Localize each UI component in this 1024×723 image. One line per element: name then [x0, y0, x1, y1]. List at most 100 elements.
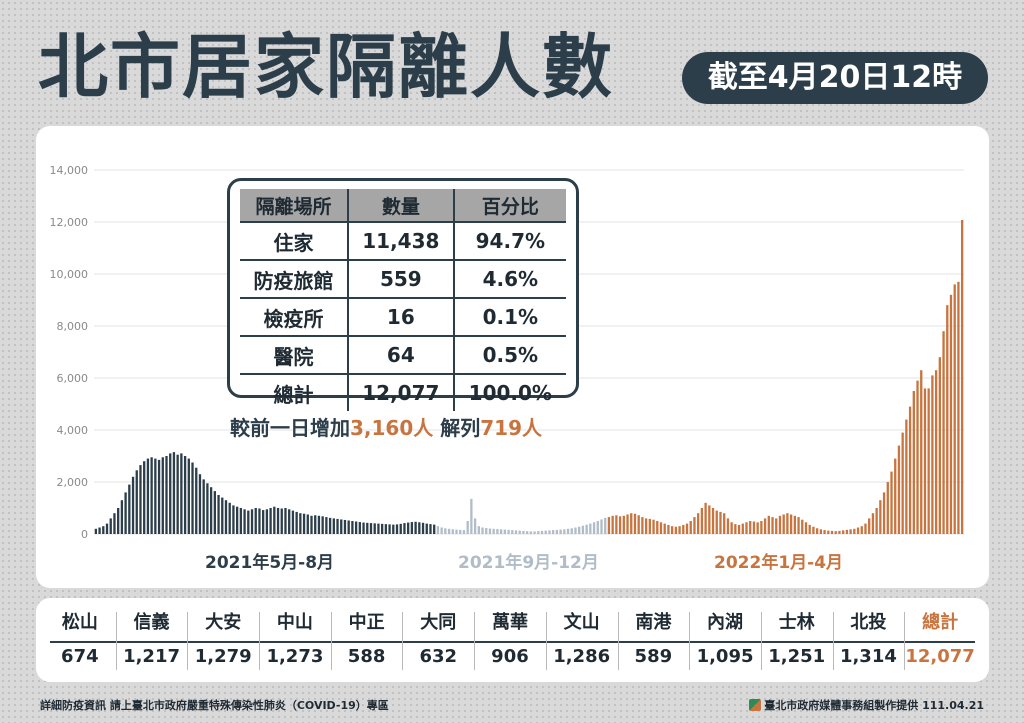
bar-2021-may-aug — [369, 523, 373, 534]
bar-2022-jan-apr — [670, 526, 674, 534]
bar-2021-sep-dec — [548, 530, 551, 534]
bar-2021-may-aug — [109, 518, 112, 534]
bar-2022-jan-apr — [644, 518, 648, 534]
bar-2022-jan-apr — [618, 516, 622, 534]
bar-2022-jan-apr — [730, 522, 733, 534]
bar-2021-sep-dec — [444, 528, 447, 534]
bar-2021-may-aug — [269, 508, 272, 534]
y-tick-label: 10,000 — [50, 268, 89, 281]
district-value: 589 — [634, 646, 673, 667]
bar-2021-sep-dec — [570, 528, 573, 534]
district-cell: 大安 1,279 — [187, 606, 259, 676]
table-cell: 住家 — [240, 221, 349, 260]
bar-2021-may-aug — [228, 502, 231, 534]
bar-2021-may-aug — [143, 461, 146, 534]
bar-2022-jan-apr — [920, 370, 923, 534]
bar-2021-may-aug — [250, 509, 254, 534]
bar-2022-jan-apr — [938, 357, 941, 534]
credit: 臺北市政府媒體事務組製作提供 111.04.21 — [749, 697, 984, 713]
bar-2022-jan-apr — [693, 517, 696, 534]
bar-2021-sep-dec — [537, 531, 540, 534]
bar-2021-may-aug — [403, 523, 406, 534]
bar-2022-jan-apr — [719, 511, 722, 534]
bar-2021-sep-dec — [559, 529, 562, 534]
bar-2021-sep-dec — [451, 529, 454, 534]
bar-2021-may-aug — [117, 508, 120, 534]
district-value: 906 — [491, 646, 529, 667]
bar-2022-jan-apr — [611, 515, 614, 534]
bar-2022-jan-apr — [789, 514, 793, 534]
bar-2022-jan-apr — [685, 523, 689, 534]
district-name: 內湖 — [707, 612, 744, 633]
bar-2021-may-aug — [198, 474, 202, 534]
bar-2021-sep-dec — [518, 530, 521, 534]
bar-2021-may-aug — [410, 522, 414, 534]
bar-2022-jan-apr — [633, 513, 637, 534]
bar-2021-sep-dec — [544, 530, 547, 534]
bar-2021-may-aug — [102, 526, 105, 534]
bar-2021-may-aug — [380, 523, 384, 534]
bar-2021-may-aug — [276, 508, 280, 534]
bar-2022-jan-apr — [708, 505, 711, 534]
bar-2022-jan-apr — [890, 471, 893, 534]
bar-2022-jan-apr — [901, 432, 904, 534]
bar-2022-jan-apr — [819, 529, 823, 534]
bar-2021-may-aug — [388, 524, 391, 534]
bar-2021-may-aug — [366, 522, 369, 534]
district-cell: 士林 1,251 — [760, 606, 833, 676]
bar-2021-may-aug — [373, 523, 376, 534]
bar-2021-may-aug — [202, 479, 205, 534]
bar-2022-jan-apr — [886, 482, 889, 534]
bar-2021-sep-dec — [492, 528, 495, 534]
bar-2022-jan-apr — [864, 523, 867, 534]
bar-2021-may-aug — [128, 484, 131, 534]
quarantine-location-table: 隔離場所 數量 百分比 住家 11,438 94.7% 防疫旅館 559 4.6… — [227, 178, 579, 411]
bar-2022-jan-apr — [663, 523, 666, 534]
district-value: 588 — [347, 646, 386, 667]
bar-2021-may-aug — [295, 511, 298, 534]
bar-2022-jan-apr — [615, 515, 618, 534]
bar-2021-may-aug — [336, 518, 339, 534]
district-name: 南港 — [635, 612, 672, 633]
table-cell: 總計 — [240, 373, 349, 411]
y-tick-label: 2,000 — [57, 476, 89, 489]
bar-2021-may-aug — [165, 456, 168, 534]
bar-2021-may-aug — [328, 517, 332, 534]
bar-2022-jan-apr — [689, 521, 692, 534]
bar-2022-jan-apr — [905, 419, 908, 534]
bar-2021-sep-dec — [592, 522, 596, 534]
bar-2022-jan-apr — [652, 519, 655, 534]
bar-2021-sep-dec — [596, 521, 599, 534]
bar-2021-may-aug — [124, 492, 127, 534]
table-cell: 0.1% — [452, 297, 566, 336]
district-name: 萬華 — [491, 612, 528, 633]
bar-2022-jan-apr — [637, 515, 640, 534]
bar-2021-may-aug — [280, 508, 283, 534]
increase-value: 3,160人 — [350, 416, 434, 440]
bar-2021-sep-dec — [503, 529, 506, 534]
table-cell: 64 — [347, 335, 454, 374]
district-value: 1,314 — [839, 646, 897, 667]
daily-change-text: 較前一日增加3,160人 解列719人 — [230, 412, 542, 441]
district-name: 信義 — [133, 612, 170, 633]
bar-2022-jan-apr — [782, 514, 785, 534]
bar-2021-sep-dec — [540, 530, 544, 534]
bar-2021-sep-dec — [499, 529, 503, 534]
district-name: 大安 — [205, 612, 242, 633]
bar-2021-sep-dec — [555, 529, 559, 534]
bar-2021-may-aug — [433, 524, 436, 534]
bar-2021-may-aug — [414, 521, 417, 534]
bar-2021-sep-dec — [552, 530, 555, 534]
bar-2021-may-aug — [217, 495, 220, 534]
bar-2022-jan-apr — [953, 284, 956, 534]
district-name: 中正 — [348, 612, 385, 633]
bar-2022-jan-apr — [804, 522, 808, 534]
bar-2021-may-aug — [161, 457, 164, 534]
bar-2021-sep-dec — [470, 498, 473, 534]
bar-2021-may-aug — [243, 509, 246, 534]
bar-2022-jan-apr — [741, 523, 744, 534]
bar-2021-may-aug — [254, 508, 257, 534]
bar-2021-sep-dec — [488, 528, 492, 534]
bar-2021-may-aug — [314, 515, 317, 534]
district-value: 632 — [419, 646, 458, 667]
